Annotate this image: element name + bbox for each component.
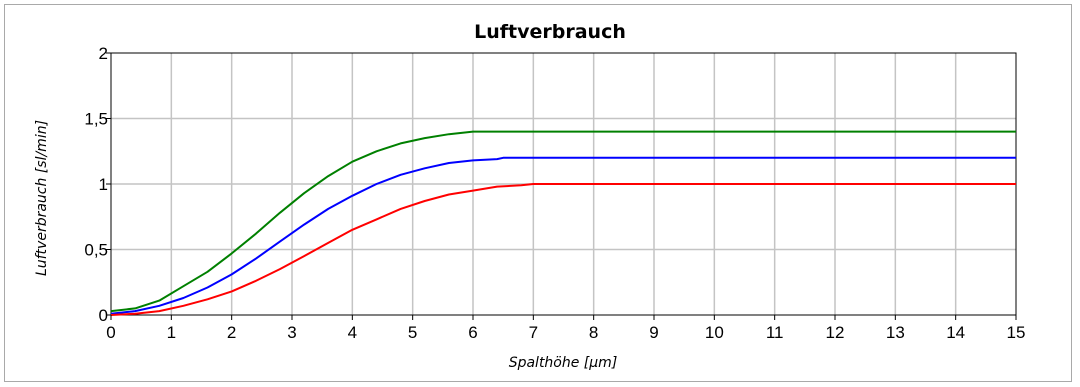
y-tick-label: 0 — [99, 306, 108, 325]
x-axis-label: Spalthöhe [µm] — [509, 355, 618, 371]
y-tick-label: 1 — [99, 175, 108, 194]
x-tick-label: 4 — [348, 323, 357, 342]
y-tick-label: 0,5 — [84, 241, 108, 260]
series-group — [110, 130, 1016, 316]
x-tick-label: 12 — [826, 323, 845, 342]
x-tick-label: 0 — [106, 323, 115, 342]
y-tick-label: 2 — [99, 44, 108, 63]
x-tick-label: 3 — [287, 323, 296, 342]
x-tick-label: 7 — [529, 323, 538, 342]
y-tick-labels: 0 0,5 1 1,5 2 — [84, 44, 111, 325]
series-line-2 — [110, 156, 1016, 315]
y-axis-label: Luftverbrauch [sl/min] — [34, 120, 50, 276]
x-tick-labels: 0 1 2 3 4 5 6 7 8 9 10 11 12 13 14 15 — [106, 315, 1025, 342]
x-tick-label: 5 — [408, 323, 417, 342]
x-tick-label: 8 — [589, 323, 598, 342]
y-tick-label: 1,5 — [84, 110, 108, 129]
chart-frame — [4, 4, 1072, 382]
x-tick-label: 15 — [1007, 323, 1026, 342]
x-tick-label: 1 — [167, 323, 176, 342]
series-line-3 — [110, 183, 1016, 316]
x-tick-label: 9 — [649, 323, 658, 342]
x-tick-label: 6 — [468, 323, 477, 342]
x-tick-label: 14 — [946, 323, 965, 342]
x-tick-label: 2 — [227, 323, 236, 342]
series-line-1 — [110, 130, 1016, 313]
x-tick-label: 10 — [705, 323, 724, 342]
x-tick-label: 13 — [886, 323, 905, 342]
x-tick-label: 11 — [766, 323, 784, 342]
chart-title: Luftverbrauch — [474, 21, 626, 43]
